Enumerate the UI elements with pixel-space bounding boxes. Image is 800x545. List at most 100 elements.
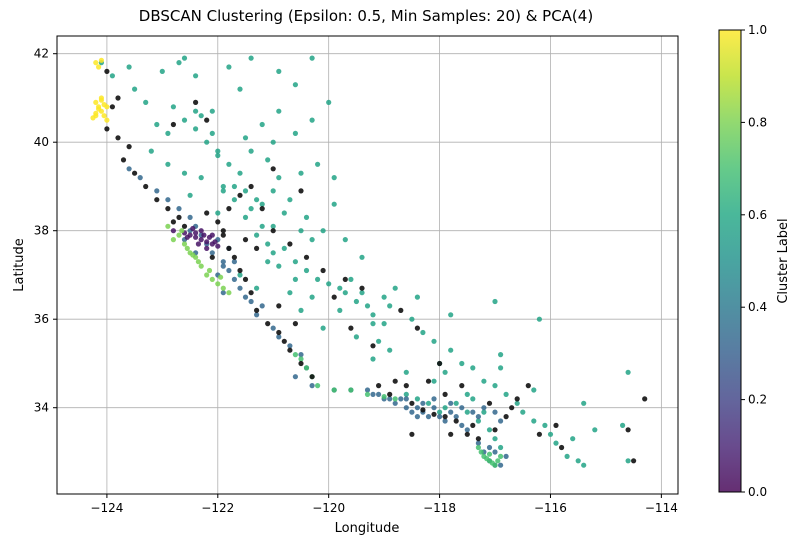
cluster-point — [581, 462, 587, 468]
cluster-point — [104, 117, 110, 123]
cluster-point — [148, 148, 154, 154]
noise-point — [265, 321, 271, 327]
cluster-point — [126, 166, 132, 172]
noise-point — [115, 95, 121, 101]
cluster-point — [292, 352, 298, 358]
cluster-point — [414, 294, 420, 300]
noise-point — [298, 188, 304, 194]
cluster-point — [218, 274, 224, 280]
scatter-points — [90, 55, 648, 468]
cluster-point — [303, 214, 310, 220]
cluster-point — [165, 161, 171, 167]
cluster-point — [298, 356, 304, 362]
noise-point — [165, 206, 171, 212]
cluster-point — [337, 285, 343, 291]
cluster-point — [209, 276, 215, 282]
cluster-point — [190, 225, 196, 232]
noise-point — [409, 431, 415, 437]
cluster-point — [342, 290, 348, 296]
cluster-point — [348, 387, 354, 393]
cluster-point — [381, 294, 387, 300]
noise-point — [220, 232, 226, 238]
cluster-point — [176, 232, 182, 238]
noise-point — [220, 228, 226, 234]
grid — [57, 36, 678, 494]
cluster-point — [353, 334, 359, 340]
cluster-point — [478, 449, 484, 455]
x-tick-label: −120 — [312, 501, 345, 515]
cluster-point — [165, 130, 171, 136]
cluster-point — [342, 237, 348, 243]
cluster-point — [392, 396, 398, 402]
cluster-point — [448, 409, 454, 415]
noise-point — [625, 427, 631, 433]
cluster-point — [276, 334, 282, 340]
noise-point — [242, 237, 249, 243]
cluster-point — [403, 369, 409, 375]
cluster-point — [270, 223, 276, 229]
noise-point — [631, 458, 637, 464]
cluster-point — [531, 418, 537, 424]
cluster-point — [292, 130, 298, 136]
cluster-point — [326, 281, 332, 287]
cluster-point — [226, 64, 232, 70]
noise-point — [204, 210, 210, 216]
x-tick-label: −114 — [645, 501, 678, 515]
noise-point — [176, 214, 182, 220]
cluster-point — [220, 188, 226, 194]
noise-point — [320, 267, 326, 274]
noise-point — [276, 303, 282, 309]
cluster-point — [181, 170, 188, 176]
noise-point — [509, 405, 515, 411]
colorbar-tick-label: 0.4 — [748, 300, 767, 314]
cluster-point — [459, 360, 465, 367]
cluster-point — [209, 130, 215, 136]
cluster-point — [276, 68, 282, 74]
cluster-point — [176, 60, 182, 66]
noise-point — [104, 68, 110, 74]
cluster-point — [376, 391, 382, 397]
cluster-point — [265, 157, 271, 163]
cluster-point — [98, 57, 104, 63]
cluster-point — [193, 230, 199, 236]
cluster-point — [370, 312, 376, 318]
noise-point — [193, 99, 199, 105]
cluster-point — [287, 343, 293, 349]
cluster-point — [209, 250, 215, 256]
cluster-point — [198, 175, 204, 181]
cluster-point — [215, 152, 221, 159]
cluster-point — [475, 414, 481, 420]
noise-point — [370, 343, 376, 349]
noise-point — [170, 219, 176, 225]
cluster-point — [215, 210, 221, 216]
cluster-point — [309, 237, 315, 243]
cluster-point — [592, 427, 598, 433]
cluster-point — [93, 99, 99, 105]
cluster-point — [309, 383, 315, 389]
cluster-point — [492, 409, 498, 415]
noise-point — [503, 414, 509, 420]
colorbar-label: Cluster Label — [776, 218, 791, 303]
cluster-point — [492, 449, 498, 455]
cluster-point — [503, 391, 509, 397]
noise-point — [387, 391, 393, 397]
cluster-point — [198, 263, 204, 269]
cluster-point — [403, 405, 409, 411]
cluster-point — [381, 321, 387, 327]
cluster-point — [165, 223, 171, 229]
plot-area: −124 −122 −120 −118 −116 −114 34 36 38 40 42 — [34, 35, 679, 515]
cluster-point — [281, 210, 287, 216]
cluster-point — [542, 422, 548, 428]
cluster-point — [414, 414, 420, 420]
cluster-point — [484, 456, 490, 462]
cluster-point — [231, 197, 237, 203]
cluster-point — [287, 197, 293, 203]
cluster-point — [486, 451, 493, 457]
cluster-point — [364, 387, 371, 393]
cluster-point — [170, 237, 176, 243]
cluster-point — [215, 243, 221, 249]
cluster-point — [381, 394, 387, 400]
cluster-point — [96, 64, 102, 70]
noise-point — [170, 121, 176, 128]
